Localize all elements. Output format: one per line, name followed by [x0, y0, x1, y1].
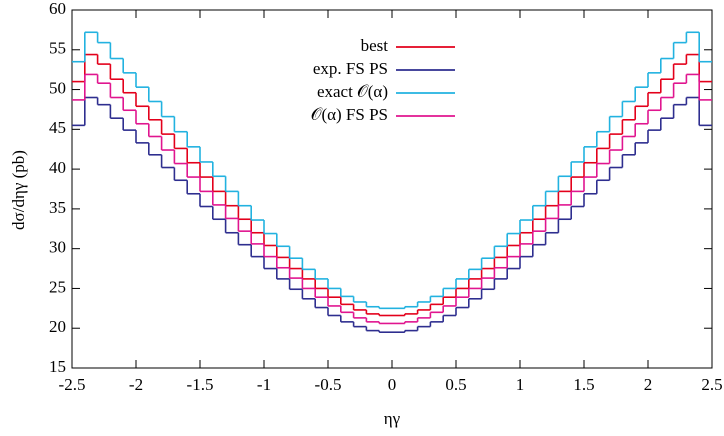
y-tick-label: 15	[49, 357, 66, 376]
x-tick-label: -1.5	[187, 375, 214, 394]
legend-label: exp. FS PS	[313, 59, 388, 78]
x-tick-label: 1	[516, 375, 525, 394]
plot-frame	[71, 9, 713, 369]
y-tick-label: 55	[49, 39, 66, 58]
legend-label: 𝒪(α) FS PS	[311, 105, 388, 124]
legend-label: exact 𝒪(α)	[317, 82, 388, 101]
y-tick-label: 35	[49, 198, 66, 217]
x-tick-label: -2.5	[59, 375, 86, 394]
y-tick-label: 25	[49, 277, 66, 296]
x-tick-label: -1	[257, 375, 271, 394]
y-tick-label: 40	[49, 158, 66, 177]
x-tick-label: -2	[129, 375, 143, 394]
y-axis-label: dσ/dηγ (pb)	[9, 150, 28, 230]
legend-label: best	[361, 36, 389, 55]
x-tick-label: 1.5	[573, 375, 594, 394]
y-tick-label: 30	[49, 238, 66, 257]
x-tick-label: 2.5	[701, 375, 722, 394]
x-tick-label: 2	[644, 375, 653, 394]
y-tick-label: 20	[49, 317, 66, 336]
x-tick-label: 0	[388, 375, 397, 394]
y-tick-label: 50	[49, 78, 66, 97]
x-tick-label: 0.5	[445, 375, 466, 394]
y-tick-label: 60	[49, 0, 66, 18]
x-axis-label: ηγ	[384, 409, 401, 428]
x-tick-label: -0.5	[315, 375, 342, 394]
y-tick-label: 45	[49, 118, 66, 137]
